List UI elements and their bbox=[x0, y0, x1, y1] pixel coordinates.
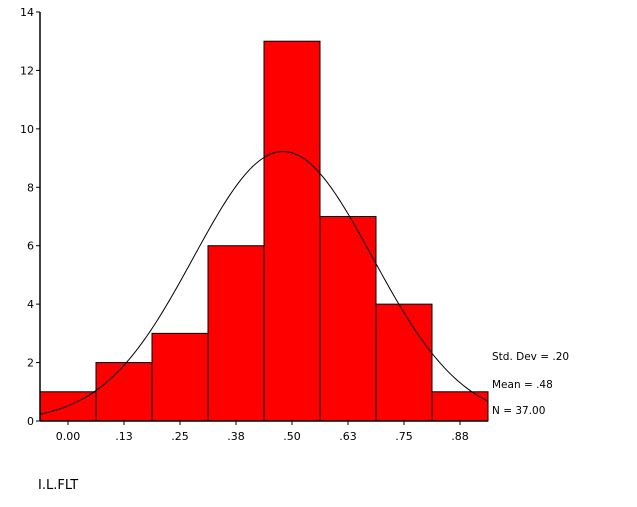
y-tick-label: 6 bbox=[27, 240, 34, 253]
axes-group bbox=[39, 12, 488, 422]
histogram-bar bbox=[375, 303, 433, 422]
histogram-bar bbox=[95, 362, 153, 422]
x-tick-label: .25 bbox=[171, 430, 189, 443]
x-tick-label: .63 bbox=[339, 430, 357, 443]
x-tick-label: .75 bbox=[395, 430, 413, 443]
x-tick-label: .50 bbox=[283, 430, 301, 443]
y-tick-label: 10 bbox=[20, 123, 34, 136]
y-tick-label: 4 bbox=[27, 298, 34, 311]
y-tick-label: 14 bbox=[20, 6, 34, 19]
x-ticks-group: 0.00 .13 .25 .38 .50 .63 .75 .88 bbox=[56, 421, 469, 443]
stats-legend: Std. Dev = .20 Mean = .48 N = 37.00 bbox=[492, 351, 569, 417]
stat-label: Std. Dev = .20 bbox=[492, 351, 569, 363]
histogram-bar bbox=[263, 40, 321, 422]
histogram-bar bbox=[151, 332, 209, 422]
y-tick-label: 8 bbox=[27, 181, 34, 194]
x-tick-label: .88 bbox=[451, 430, 469, 443]
y-tick-label: 2 bbox=[27, 357, 34, 370]
y-tick-label: 12 bbox=[20, 64, 34, 77]
x-tick-label: .38 bbox=[227, 430, 245, 443]
x-tick-label: .13 bbox=[115, 430, 133, 443]
bars-group bbox=[39, 40, 489, 422]
histogram-bar bbox=[207, 245, 265, 422]
x-axis-title: I.L.FLT bbox=[38, 478, 78, 493]
y-tick-label: 0 bbox=[27, 415, 34, 428]
stat-label: N = 37.00 bbox=[492, 405, 545, 417]
normal-curve bbox=[39, 150, 489, 415]
x-tick-label: 0.00 bbox=[56, 430, 81, 443]
stat-label: Mean = .48 bbox=[492, 379, 553, 391]
histogram-bar bbox=[319, 216, 377, 422]
y-ticks-group: 0 2 4 6 8 10 12 14 bbox=[20, 6, 40, 428]
